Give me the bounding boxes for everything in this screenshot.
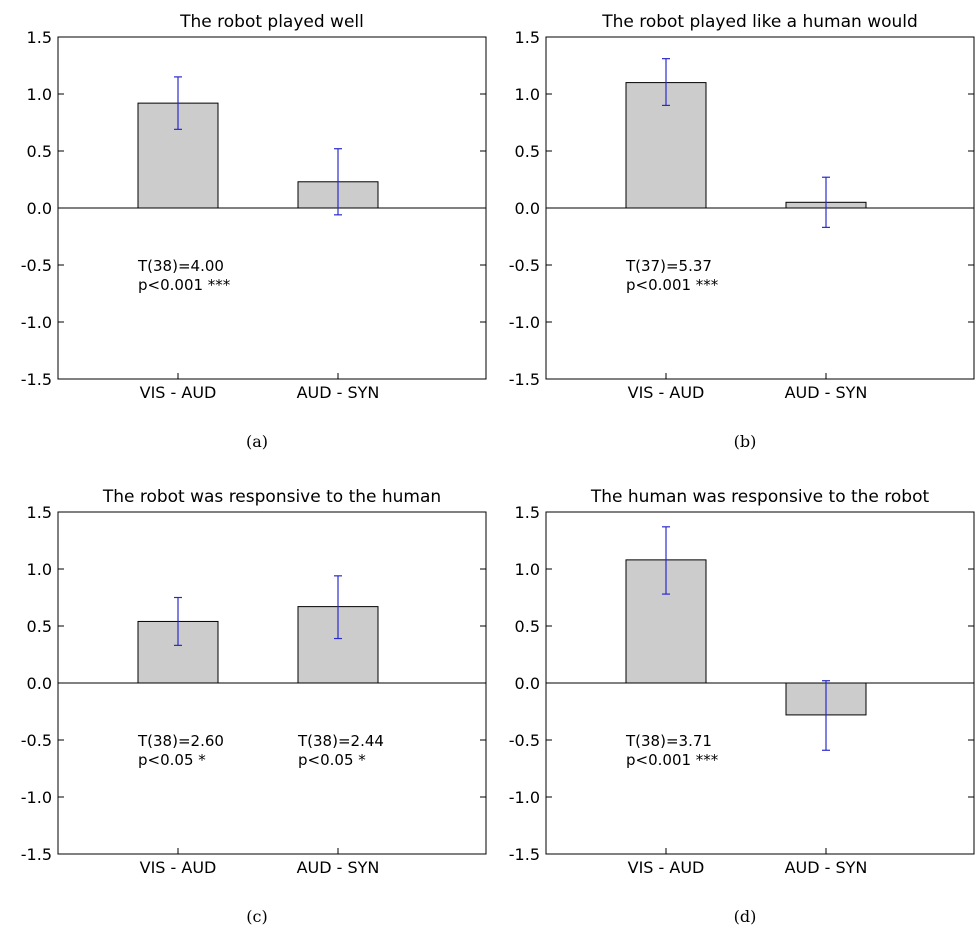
chart-panel-b: The robot played like a human would 1.5 1.… bbox=[488, 0, 976, 475]
stat-annotation: T(38)=4.00 bbox=[137, 257, 224, 275]
y-tick-label: -1.0 bbox=[21, 313, 52, 332]
y-tick-label: 0.5 bbox=[515, 617, 540, 636]
y-tick-label: -0.5 bbox=[509, 731, 540, 750]
y-tick-label: 0.0 bbox=[27, 199, 52, 218]
y-tick-label: -1.0 bbox=[509, 788, 540, 807]
error-bar bbox=[822, 176, 830, 228]
stat-annotation: T(38)=2.60 bbox=[137, 732, 224, 750]
y-tick-label: -1.5 bbox=[21, 845, 52, 864]
x-tick-label: VIS - AUD bbox=[140, 383, 217, 402]
x-tick-label: VIS - AUD bbox=[628, 858, 705, 877]
y-tick-label: -0.5 bbox=[509, 256, 540, 275]
y-tick-label: -1.5 bbox=[509, 370, 540, 389]
stat-annotation: p<0.05 * bbox=[298, 751, 366, 769]
stat-annotation: T(38)=2.44 bbox=[297, 732, 384, 750]
error-bar bbox=[334, 575, 342, 640]
y-tick-label: -1.5 bbox=[509, 845, 540, 864]
stat-annotation: T(38)=3.71 bbox=[625, 732, 712, 750]
chart-svg: The robot played like a human would 1.5 1.… bbox=[509, 12, 975, 451]
x-tick-label: AUD - SYN bbox=[785, 383, 868, 402]
x-tick-label: VIS - AUD bbox=[140, 858, 217, 877]
chart-title: The robot was responsive to the human bbox=[102, 487, 441, 507]
stat-annotation: p<0.05 * bbox=[138, 751, 206, 769]
chart-svg: The robot played well 1.5 1.0 0.5 0.0 -0.5 -1.… bbox=[21, 12, 487, 451]
y-tick-label: 1.5 bbox=[515, 28, 540, 47]
error-bar bbox=[174, 76, 182, 130]
y-tick-label: -0.5 bbox=[21, 256, 52, 275]
error-bar bbox=[334, 148, 342, 216]
x-tick-label: AUD - SYN bbox=[297, 858, 380, 877]
panel-caption: (c) bbox=[246, 907, 267, 926]
panel-caption: (d) bbox=[734, 907, 757, 926]
chart-panel-a: The robot played well 1.5 1.0 0.5 0.0 -0.5 -1.… bbox=[0, 0, 488, 475]
y-tick-label: -1.5 bbox=[21, 370, 52, 389]
bar-vis-aud bbox=[625, 82, 707, 209]
chart-panel-d: The human was responsive to the robot 1.5… bbox=[488, 475, 976, 950]
y-tick-label: 0.5 bbox=[27, 142, 52, 161]
y-tick-label: 0.0 bbox=[515, 199, 540, 218]
y-tick-label: 1.0 bbox=[27, 560, 52, 579]
y-tick-label: 0.0 bbox=[27, 674, 52, 693]
error-bar bbox=[662, 58, 670, 107]
y-tick-label: -1.0 bbox=[21, 788, 52, 807]
panel-caption: (b) bbox=[734, 432, 757, 451]
x-tick-label: AUD - SYN bbox=[297, 383, 380, 402]
y-tick-label: 0.5 bbox=[27, 617, 52, 636]
stat-annotation: p<0.001 *** bbox=[626, 751, 719, 769]
y-tick-label: 0.5 bbox=[515, 142, 540, 161]
chart-title: The robot played well bbox=[179, 12, 364, 32]
y-tick-label: 1.0 bbox=[515, 560, 540, 579]
y-tick-label: 1.5 bbox=[27, 28, 52, 47]
chart-svg: The human was responsive to the robot 1.5… bbox=[509, 487, 975, 926]
error-bar bbox=[174, 596, 182, 646]
chart-title: The human was responsive to the robot bbox=[590, 487, 930, 507]
chart-svg: The robot was responsive to the human 1.5… bbox=[21, 487, 487, 926]
y-tick-label: -1.0 bbox=[509, 313, 540, 332]
y-tick-label: 1.0 bbox=[27, 85, 52, 104]
stat-annotation: p<0.001 *** bbox=[138, 276, 231, 294]
y-tick-label: 1.5 bbox=[515, 503, 540, 522]
chart-title: The robot played like a human would bbox=[601, 12, 918, 32]
x-tick-label: VIS - AUD bbox=[628, 383, 705, 402]
panel-caption: (a) bbox=[246, 432, 268, 451]
error-bar bbox=[662, 526, 670, 595]
y-tick-label: 1.0 bbox=[515, 85, 540, 104]
x-tick-label: AUD - SYN bbox=[785, 858, 868, 877]
chart-panel-c: The robot was responsive to the human 1.5… bbox=[0, 475, 488, 950]
stat-annotation: p<0.001 *** bbox=[626, 276, 719, 294]
stat-annotation: T(37)=5.37 bbox=[625, 257, 712, 275]
y-tick-label: 1.5 bbox=[27, 503, 52, 522]
y-tick-label: 0.0 bbox=[515, 674, 540, 693]
y-tick-label: -0.5 bbox=[21, 731, 52, 750]
error-bar bbox=[822, 680, 830, 751]
